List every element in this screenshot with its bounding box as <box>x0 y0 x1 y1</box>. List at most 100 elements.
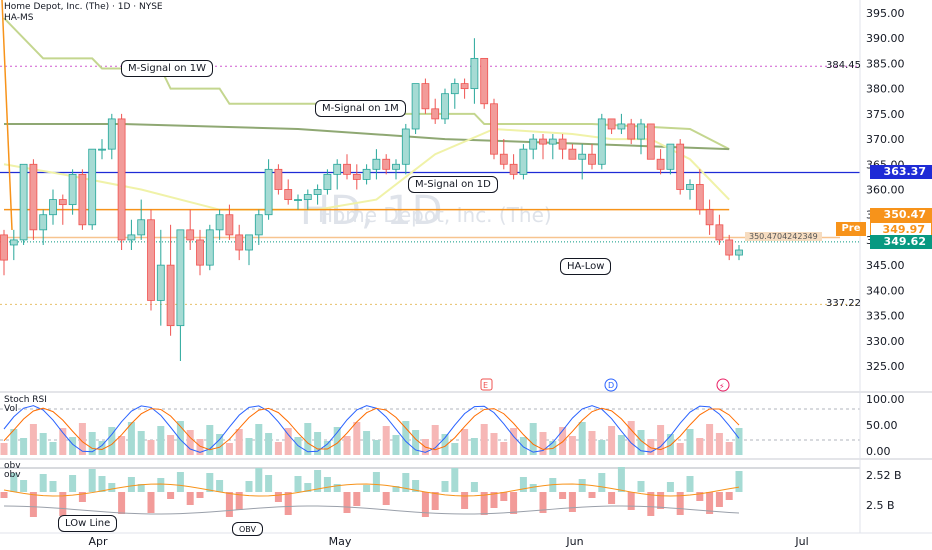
candle-body <box>588 153 596 165</box>
price-tick: 370.00 <box>866 133 905 146</box>
volume-bar <box>461 429 469 455</box>
obv-bar <box>216 480 224 492</box>
volume-bar <box>0 443 8 455</box>
obv-panel <box>0 467 860 517</box>
obv-bar <box>20 480 28 492</box>
candle-body <box>470 57 479 90</box>
candle <box>117 113 126 251</box>
obv-bar <box>59 492 67 516</box>
volume-bar <box>157 426 165 455</box>
candle <box>725 234 734 261</box>
obv-bar <box>323 477 331 492</box>
volume-bar <box>78 423 86 455</box>
obv-bar <box>157 478 165 492</box>
volume-bar <box>715 433 723 455</box>
candle <box>392 159 400 180</box>
volume-bar <box>588 431 596 455</box>
candle <box>352 164 361 190</box>
volume-bar <box>225 443 233 455</box>
vol-label: Vol <box>4 404 17 414</box>
candle-body <box>411 83 420 130</box>
obv-bar <box>137 484 145 492</box>
volume-bar <box>519 437 527 455</box>
level-label-384: 384.45 <box>826 60 861 71</box>
obv-bar <box>88 469 96 492</box>
candle-body <box>294 199 302 201</box>
time-axis[interactable]: Apr May Jun Jul <box>88 535 808 548</box>
candle <box>735 244 743 261</box>
obv-bar <box>441 481 449 492</box>
time-tick: Jun <box>565 535 583 548</box>
volume-bar <box>49 442 57 455</box>
candle-body <box>254 214 263 236</box>
obv-low-line <box>3 505 740 515</box>
obv-bar <box>314 470 322 492</box>
volume-bar <box>490 433 498 455</box>
candle-body <box>196 239 204 266</box>
candle <box>656 149 665 175</box>
price-tag-orange[interactable]: 350.47 <box>870 208 932 222</box>
candle-body <box>578 153 587 160</box>
candle <box>441 88 449 124</box>
price-tick: 330.00 <box>866 335 905 348</box>
obv-bar <box>255 468 263 492</box>
svg-text:E: E <box>483 381 488 390</box>
candle <box>156 229 165 326</box>
volume-bar <box>304 423 312 455</box>
volume-bar <box>353 422 361 455</box>
obv-bar <box>98 476 106 492</box>
levels <box>0 65 860 305</box>
candle-body <box>499 153 508 165</box>
candle <box>499 139 508 170</box>
volume-bar <box>402 421 410 455</box>
candle <box>705 199 714 235</box>
price-axis[interactable]: 395.00390.00385.00380.00375.00370.00365.… <box>866 7 905 373</box>
obv-tick-high: 2.52 B <box>866 469 902 482</box>
candle <box>431 98 440 124</box>
candle-body <box>519 148 528 175</box>
candle-body <box>107 118 116 150</box>
candle-body <box>656 158 665 170</box>
volume-bar <box>255 424 263 455</box>
candle-body <box>186 229 195 241</box>
level-label-337: 337.22 <box>826 298 861 309</box>
candle <box>627 118 636 145</box>
split-marker[interactable]: ⚡ <box>716 378 730 392</box>
svg-text:⚡: ⚡ <box>719 382 725 391</box>
candle <box>372 149 381 180</box>
price-tag-last[interactable]: 349.62 <box>870 235 932 249</box>
volume-bar <box>167 435 175 455</box>
price-tag-blue[interactable]: 363.37 <box>870 165 932 179</box>
volume-bar <box>706 424 714 455</box>
obv-bar <box>167 492 175 499</box>
obv-bar <box>500 492 508 501</box>
candle <box>480 57 489 109</box>
candle-body <box>88 148 97 226</box>
candle <box>666 143 675 175</box>
candle <box>264 159 273 220</box>
obv-bar <box>735 471 743 492</box>
volume-bar <box>568 436 576 455</box>
candle-body <box>715 224 724 241</box>
pre-market-badge[interactable]: Pre <box>836 222 866 236</box>
callout-m-signal-1w: M-Signal on 1W <box>121 60 214 77</box>
obv-bar <box>451 468 459 492</box>
candle-body <box>303 194 312 200</box>
volume-bar <box>137 431 145 455</box>
obv-signal-line <box>3 483 740 497</box>
price-tag-pre[interactable]: 349.97 <box>870 222 932 236</box>
candle-body <box>166 264 175 327</box>
obv-bar <box>304 483 312 492</box>
candle <box>58 194 67 225</box>
obv-bar <box>225 492 233 517</box>
dividend-marker[interactable]: D <box>604 378 618 392</box>
volume-bar <box>333 427 341 455</box>
candle <box>637 118 645 155</box>
earnings-marker[interactable]: E <box>480 378 493 391</box>
obv-bar <box>568 492 576 512</box>
obv-bar <box>470 482 478 492</box>
obv-bar <box>196 492 204 498</box>
obv-tick-low: 2.5 B <box>866 499 895 512</box>
candles <box>0 38 743 361</box>
